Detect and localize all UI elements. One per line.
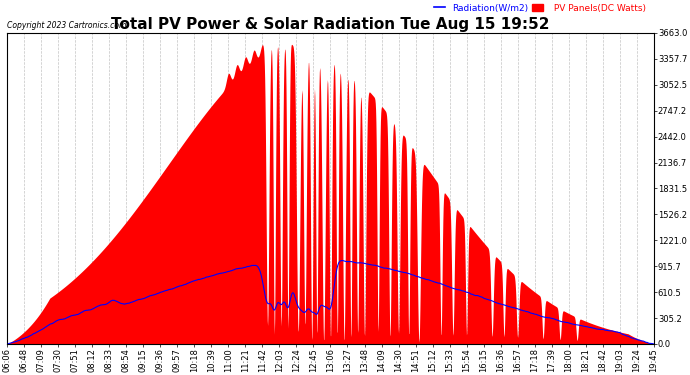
Legend: Radiation(W/m2),  PV Panels(DC Watts): Radiation(W/m2), PV Panels(DC Watts) — [430, 0, 649, 16]
Title: Total PV Power & Solar Radiation Tue Aug 15 19:52: Total PV Power & Solar Radiation Tue Aug… — [111, 17, 550, 32]
Text: Copyright 2023 Cartronics.com: Copyright 2023 Cartronics.com — [8, 21, 127, 30]
